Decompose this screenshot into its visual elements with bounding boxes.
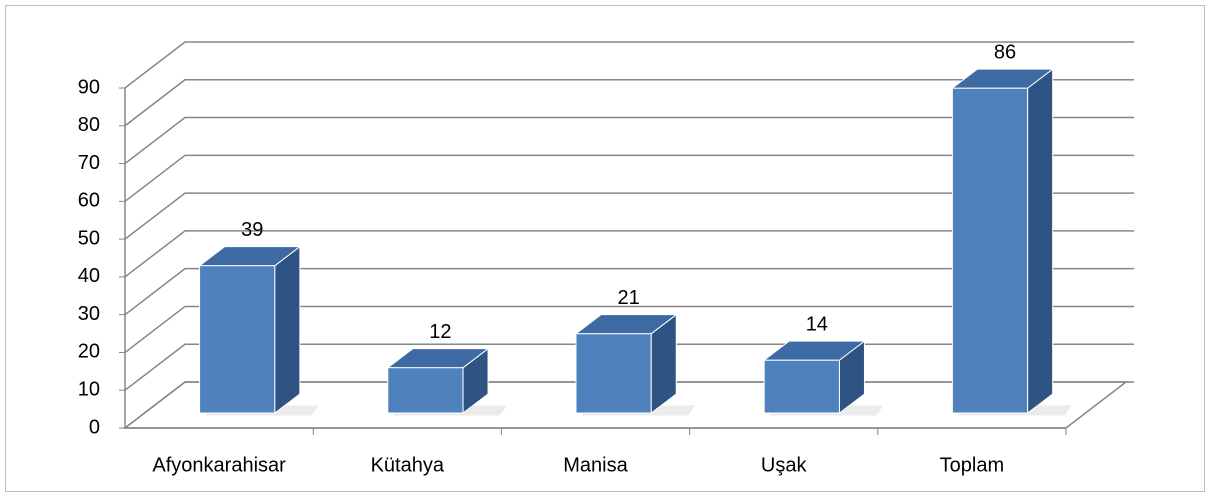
bar	[762, 340, 886, 417]
bar-front	[387, 367, 464, 414]
y-tick-label: 70	[78, 152, 100, 174]
x-tick-label: Manisa	[563, 454, 628, 476]
bar-top	[762, 340, 866, 361]
bar-front	[763, 359, 840, 414]
bar-top	[574, 314, 678, 335]
value-label: 21	[617, 287, 639, 309]
bar	[386, 347, 510, 417]
bar	[574, 313, 698, 417]
bar-side	[1027, 68, 1054, 415]
bar-front	[575, 333, 652, 414]
y-tick-label: 0	[89, 416, 100, 438]
grid-line	[124, 230, 1134, 278]
grid-line	[124, 41, 1134, 89]
grid-line	[124, 267, 1134, 316]
y-tick-label: 80	[78, 114, 100, 136]
y-tick-label: 50	[78, 227, 100, 249]
bar-side	[274, 245, 301, 415]
grid-line	[124, 79, 1134, 127]
x-tick-label: Kütahya	[371, 454, 445, 476]
y-tick-label: 20	[78, 341, 100, 363]
x-tick-label: Uşak	[761, 454, 808, 476]
bar-top	[950, 68, 1055, 89]
grid-line	[124, 305, 1134, 354]
y-tick-label: 60	[78, 190, 100, 212]
grid-line	[124, 192, 1134, 240]
x-tick-label: Afyonkarahisar	[152, 454, 286, 476]
y-tick-label: 30	[78, 303, 100, 325]
y-tick-label: 90	[78, 76, 100, 98]
bar-top	[198, 246, 302, 267]
grid-line	[124, 154, 1134, 202]
value-label: 39	[241, 219, 263, 241]
value-label: 14	[806, 313, 828, 335]
value-label: 12	[429, 321, 451, 343]
grid-line	[124, 116, 1134, 165]
bar	[950, 68, 1074, 417]
bar-front	[199, 265, 276, 414]
bar-front	[951, 87, 1029, 414]
bar-top	[386, 348, 490, 369]
x-tick-label: Toplam	[940, 454, 1004, 476]
y-tick-label: 10	[78, 379, 100, 401]
value-label: 86	[994, 41, 1016, 63]
y-tick-label: 40	[78, 265, 100, 287]
bar	[198, 245, 321, 417]
